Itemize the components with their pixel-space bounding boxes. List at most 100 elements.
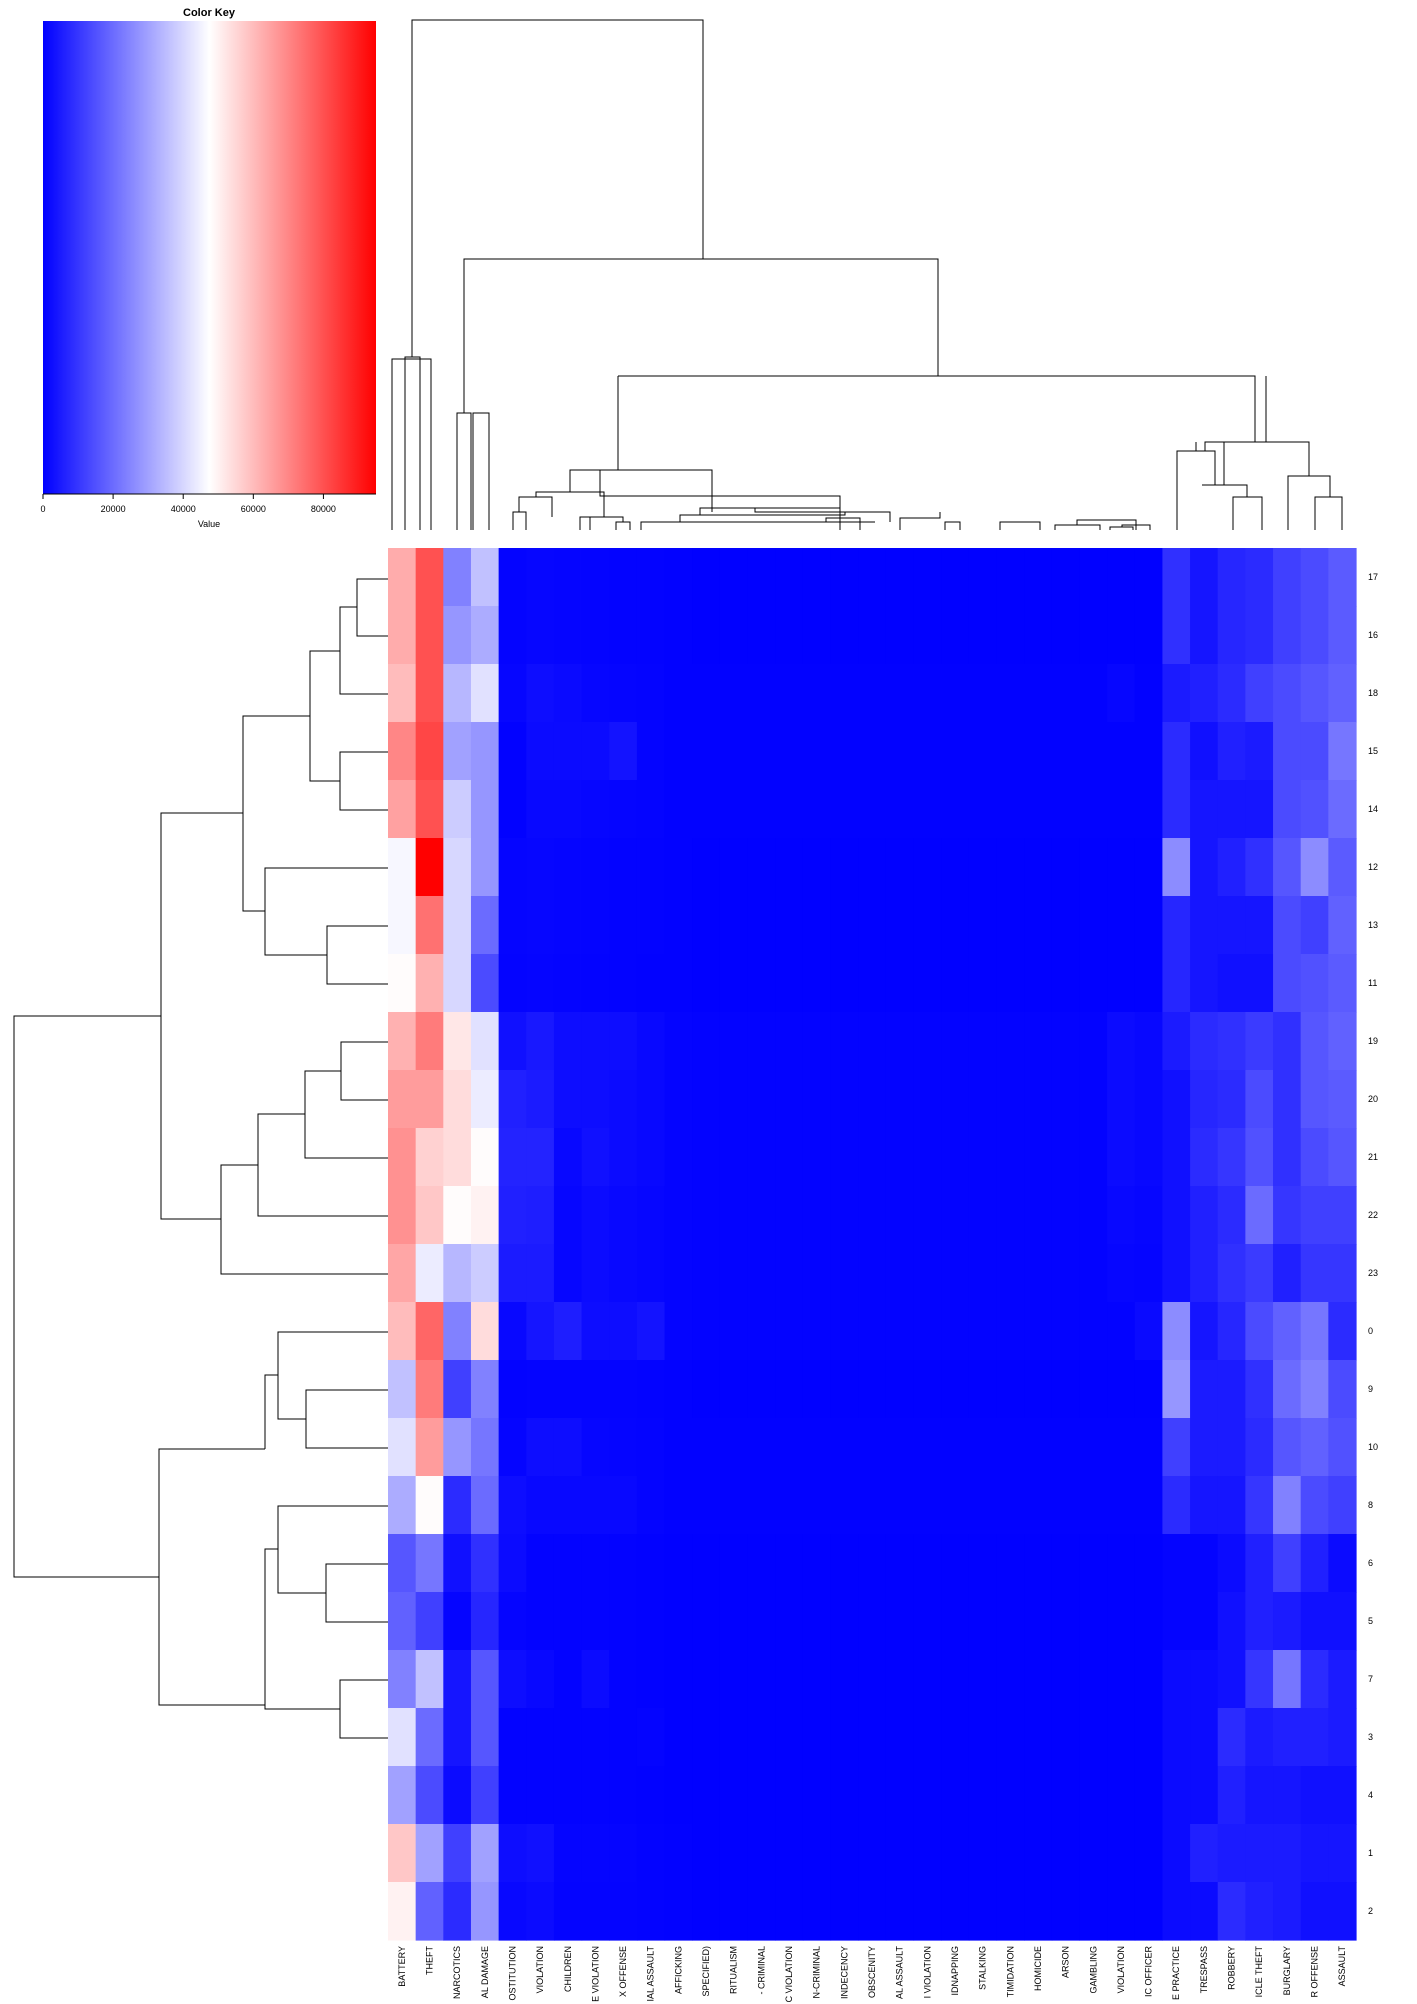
heatmap-cell [692, 1708, 721, 1767]
heatmap-cell [443, 1708, 472, 1767]
heatmap-cell [1134, 1360, 1163, 1419]
heatmap-cell [581, 1360, 610, 1419]
heatmap-cell [941, 1766, 970, 1825]
heatmap-cell [553, 1650, 583, 1709]
heatmap-cell [1079, 1302, 1108, 1361]
color-key-ticks: 0 20000 40000 60000 80000 [40, 494, 336, 514]
heatmap-cell [609, 1592, 638, 1651]
heatmap-cell [553, 1070, 583, 1129]
heatmap-cell [941, 664, 970, 723]
heatmap-cell [388, 606, 417, 665]
row-label: 23 [1368, 1268, 1378, 1278]
heatmap-cell [858, 954, 887, 1013]
heatmap-cell [968, 1360, 998, 1419]
heatmap-cell [1300, 1882, 1329, 1941]
heatmap-cell [470, 780, 500, 839]
heatmap-cell [1051, 1186, 1081, 1245]
column-label: OSTITUTION [508, 1946, 518, 2001]
heatmap-cell [1245, 1186, 1274, 1245]
heatmap-cell [830, 1650, 859, 1709]
row-label: 16 [1368, 630, 1378, 640]
heatmap-cell [1190, 1360, 1219, 1419]
heatmap-cell [443, 548, 472, 607]
heatmap-cell [775, 1766, 804, 1825]
heatmap-cell [719, 1128, 749, 1187]
heatmap-cell [1245, 722, 1274, 781]
heatmap-cell [858, 1534, 887, 1593]
heatmap-cell [775, 606, 804, 665]
heatmap-cell [802, 1418, 832, 1477]
heatmap-cell [1328, 954, 1357, 1013]
heatmap-cell [1273, 1534, 1302, 1593]
heatmap-cell [415, 1650, 444, 1709]
heatmap-cell [1245, 1244, 1274, 1303]
heatmap-cell [858, 1070, 887, 1129]
heatmap-cell [498, 1650, 527, 1709]
heatmap-cell [1162, 954, 1191, 1013]
color-key-tick-label: 20000 [101, 504, 126, 514]
heatmap-cell [498, 1186, 527, 1245]
heatmap-cell [636, 1360, 666, 1419]
heatmap-cell [968, 896, 998, 955]
heatmap-cell [498, 896, 527, 955]
heatmap-cell [1190, 1186, 1219, 1245]
heatmap-cell [775, 1012, 804, 1071]
heatmap-cell [470, 896, 500, 955]
heatmap-cell [526, 1824, 555, 1883]
heatmap-cell [526, 1708, 555, 1767]
heatmap-cell [1134, 1766, 1163, 1825]
heatmap-cell [415, 1824, 444, 1883]
heatmap-cell [885, 1418, 915, 1477]
heatmap-cell [802, 1012, 832, 1071]
heatmap-cell [747, 1360, 776, 1419]
heatmap-cell [1107, 1592, 1136, 1651]
heatmap-cell [1134, 606, 1163, 665]
heatmap-cell [1024, 1708, 1053, 1767]
heatmap-cell [498, 1882, 527, 1941]
heatmap-cell [1051, 838, 1081, 897]
heatmap-cell [885, 1824, 915, 1883]
heatmap-cell [830, 1708, 859, 1767]
heatmap-cell [553, 1476, 583, 1535]
heatmap-cell [1273, 1824, 1302, 1883]
heatmap-cell [1190, 954, 1219, 1013]
heatmap-cell [1190, 1244, 1219, 1303]
column-label: AL ASSAULT [895, 1946, 905, 2000]
heatmap-cell [885, 896, 915, 955]
heatmap-cell [388, 1418, 417, 1477]
heatmap-cell [388, 1302, 417, 1361]
heatmap-cell [1079, 664, 1108, 723]
heatmap-cell [830, 1302, 859, 1361]
heatmap-cell [498, 1592, 527, 1651]
heatmap-cell [526, 1418, 555, 1477]
heatmap-cell [388, 722, 417, 781]
heatmap-cell [1273, 1244, 1302, 1303]
heatmap-cell [719, 664, 749, 723]
color-key-gradient [43, 21, 376, 494]
heatmap-cell [885, 1012, 915, 1071]
heatmap-cell [719, 606, 749, 665]
heatmap-cell [1107, 664, 1136, 723]
heatmap-cell [415, 896, 444, 955]
heatmap-cell [1051, 1244, 1081, 1303]
heatmap-cell [775, 1882, 804, 1941]
heatmap-cell [1217, 954, 1246, 1013]
heatmap-cell [415, 1534, 444, 1593]
heatmap-cell [858, 548, 887, 607]
heatmap-cell [553, 1824, 583, 1883]
color-key-tick-label: 40000 [171, 504, 196, 514]
heatmap-cell [1107, 1128, 1136, 1187]
heatmap-cell [1024, 664, 1053, 723]
heatmap-cell [996, 1186, 1025, 1245]
heatmap-cell [1300, 1360, 1329, 1419]
heatmap-cell [830, 1824, 859, 1883]
heatmap-cell [968, 954, 998, 1013]
heatmap-cell [1245, 1766, 1274, 1825]
heatmap-cell [553, 954, 583, 1013]
heatmap-cell [1107, 1708, 1136, 1767]
heatmap-cell [802, 1360, 832, 1419]
heatmap-cell [996, 1708, 1025, 1767]
heatmap-cell [1051, 1824, 1081, 1883]
heatmap-cell [636, 1302, 666, 1361]
heatmap-cell [1024, 1592, 1053, 1651]
